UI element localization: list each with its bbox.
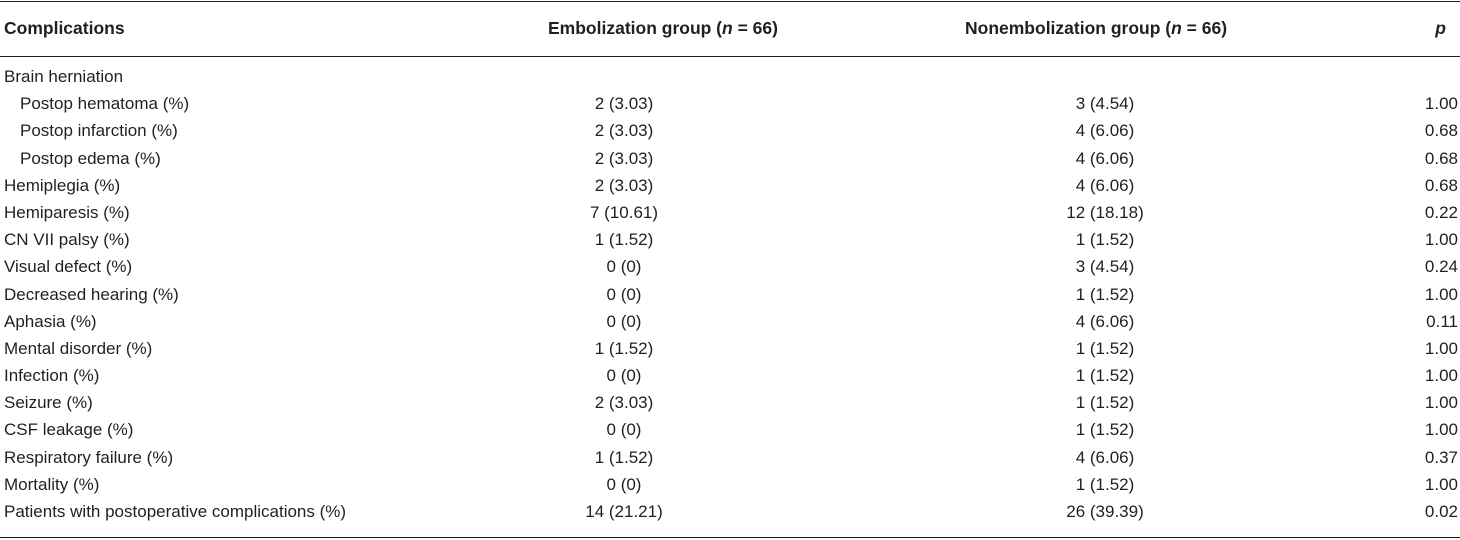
embolization-value: 0 (0) bbox=[606, 474, 642, 494]
embolization-value: 2 (3.03) bbox=[594, 94, 654, 114]
nonembolization-value: 4 (6.06) bbox=[1075, 121, 1135, 141]
embolization-value: 2 (3.03) bbox=[594, 148, 654, 168]
p-value: 0.22 bbox=[1424, 202, 1458, 222]
nonembolization-value: 12 (18.18) bbox=[1066, 202, 1144, 222]
p-value: 1.00 bbox=[1424, 366, 1458, 386]
row-label: Visual defect (%) bbox=[4, 257, 133, 277]
table-row: Decreased hearing (%) 0 (0) 1 (1.52) 1.0… bbox=[0, 281, 1460, 308]
p-value: 1.00 bbox=[1424, 393, 1458, 413]
bottom-rule bbox=[0, 537, 1460, 538]
embolization-value: 1 (1.52) bbox=[594, 230, 654, 250]
table-row: CSF leakage (%) 0 (0) 1 (1.52) 1.00 bbox=[0, 416, 1460, 443]
p-value: 1.00 bbox=[1424, 230, 1458, 250]
row-label: Hemiplegia (%) bbox=[4, 175, 121, 195]
table-row: Mortality (%) 0 (0) 1 (1.52) 1.00 bbox=[0, 471, 1460, 498]
nonembolization-value: 4 (6.06) bbox=[1075, 311, 1135, 331]
header-rule bbox=[0, 56, 1460, 57]
row-label: Decreased hearing (%) bbox=[4, 284, 179, 304]
embolization-value: 2 (3.03) bbox=[594, 121, 654, 141]
header-embolization-group: Embolization group (n = 66) bbox=[548, 18, 778, 38]
embolization-value: 1 (1.52) bbox=[594, 447, 654, 467]
row-label: Hemiparesis (%) bbox=[4, 202, 130, 222]
table-row: Respiratory failure (%) 1 (1.52) 4 (6.06… bbox=[0, 444, 1460, 471]
row-label: Mental disorder (%) bbox=[4, 338, 153, 358]
nonembolization-value: 1 (1.52) bbox=[1075, 393, 1135, 413]
p-value: 0.68 bbox=[1424, 175, 1458, 195]
nonembolization-value: 1 (1.52) bbox=[1075, 230, 1135, 250]
table-row: Seizure (%) 2 (3.03) 1 (1.52) 1.00 bbox=[0, 389, 1460, 416]
embolization-value: 0 (0) bbox=[606, 311, 642, 331]
p-value: 0.11 bbox=[1426, 311, 1458, 331]
table-row: Patients with postoperative complication… bbox=[0, 498, 1460, 525]
p-value: 1.00 bbox=[1424, 284, 1458, 304]
nonembolization-value: 3 (4.54) bbox=[1075, 94, 1135, 114]
row-label: Postop hematoma (%) bbox=[20, 94, 190, 114]
embolization-value: 14 (21.21) bbox=[585, 502, 663, 521]
p-value: 0.68 bbox=[1424, 121, 1458, 141]
nonembolization-value: 3 (4.54) bbox=[1075, 257, 1135, 277]
row-label: Brain herniation bbox=[4, 67, 124, 86]
nonembolization-value: 4 (6.06) bbox=[1075, 447, 1135, 467]
table-row: Postop edema (%) 2 (3.03) 4 (6.06) 0.68 bbox=[0, 145, 1460, 172]
p-value: 0.02 bbox=[1424, 502, 1458, 521]
table-row: Hemiplegia (%) 2 (3.03) 4 (6.06) 0.68 bbox=[0, 172, 1460, 199]
row-label: Aphasia (%) bbox=[4, 311, 97, 331]
nonembolization-value: 4 (6.06) bbox=[1075, 175, 1135, 195]
embolization-value: 7 (10.61) bbox=[589, 202, 659, 222]
top-rule bbox=[0, 1, 1460, 2]
table-header: Complications Embolization group (n = 66… bbox=[0, 1, 1460, 56]
table-row: Infection (%) 0 (0) 1 (1.52) 1.00 bbox=[0, 362, 1460, 389]
table-row: Aphasia (%) 0 (0) 4 (6.06) 0.11 bbox=[0, 308, 1460, 335]
row-label: Postop edema (%) bbox=[20, 148, 161, 168]
embolization-value: 0 (0) bbox=[606, 420, 642, 440]
nonembolization-value: 1 (1.52) bbox=[1075, 338, 1135, 358]
p-value: 1.00 bbox=[1424, 338, 1458, 358]
embolization-value: 1 (1.52) bbox=[594, 338, 654, 358]
header-complications: Complications bbox=[4, 18, 125, 38]
embolization-value: 2 (3.03) bbox=[594, 393, 654, 413]
p-value: 0.68 bbox=[1424, 148, 1458, 168]
row-label: Seizure (%) bbox=[4, 393, 93, 413]
table-row: Postop hematoma (%) 2 (3.03) 3 (4.54) 1.… bbox=[0, 90, 1460, 117]
row-label: Mortality (%) bbox=[4, 474, 100, 494]
row-label: Patients with postoperative complication… bbox=[4, 502, 347, 521]
p-value: 1.00 bbox=[1424, 474, 1458, 494]
table-row: CN VII palsy (%) 1 (1.52) 1 (1.52) 1.00 bbox=[0, 226, 1460, 253]
header-p-value: p bbox=[1435, 18, 1446, 38]
table-row: Hemiparesis (%) 7 (10.61) 12 (18.18) 0.2… bbox=[0, 199, 1460, 226]
row-label: CSF leakage (%) bbox=[4, 420, 134, 440]
nonembolization-value: 1 (1.52) bbox=[1075, 474, 1135, 494]
table-row: Mental disorder (%) 1 (1.52) 1 (1.52) 1.… bbox=[0, 335, 1460, 362]
embolization-value: 0 (0) bbox=[606, 284, 642, 304]
row-label: Postop infarction (%) bbox=[20, 121, 178, 141]
p-value: 0.24 bbox=[1424, 257, 1458, 277]
table-row: Brain herniation bbox=[0, 63, 1460, 90]
nonembolization-value: 1 (1.52) bbox=[1075, 420, 1135, 440]
row-label: CN VII palsy (%) bbox=[4, 230, 130, 250]
nonembolization-value: 26 (39.39) bbox=[1066, 502, 1144, 521]
nonembolization-value: 1 (1.52) bbox=[1075, 284, 1135, 304]
row-label: Respiratory failure (%) bbox=[4, 447, 174, 467]
embolization-value: 0 (0) bbox=[606, 257, 642, 277]
header-nonembolization-group: Nonembolization group (n = 66) bbox=[965, 18, 1228, 38]
embolization-value: 2 (3.03) bbox=[594, 175, 654, 195]
table-row: Postop infarction (%) 2 (3.03) 4 (6.06) … bbox=[0, 117, 1460, 144]
p-value: 1.00 bbox=[1424, 94, 1458, 114]
p-value: 0.37 bbox=[1424, 447, 1458, 467]
row-label: Infection (%) bbox=[4, 366, 100, 386]
table-body: Brain herniation Postop hematoma (%) 2 (… bbox=[0, 63, 1460, 525]
nonembolization-value: 4 (6.06) bbox=[1075, 148, 1135, 168]
table-row: Visual defect (%) 0 (0) 3 (4.54) 0.24 bbox=[0, 253, 1460, 280]
p-value: 1.00 bbox=[1424, 420, 1458, 440]
embolization-value: 0 (0) bbox=[606, 366, 642, 386]
nonembolization-value: 1 (1.52) bbox=[1075, 366, 1135, 386]
